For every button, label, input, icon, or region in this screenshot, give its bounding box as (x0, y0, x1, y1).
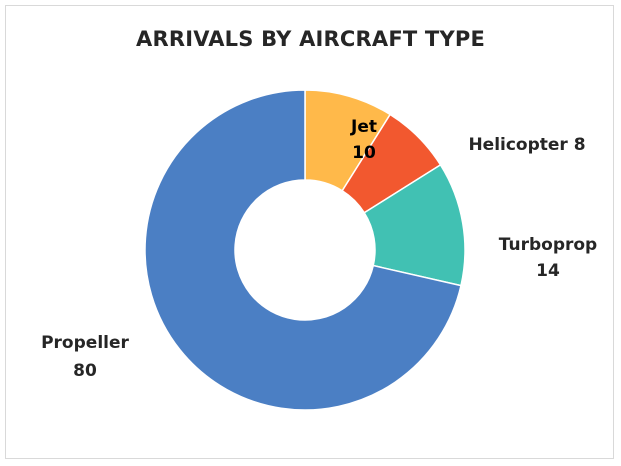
chart-title: ARRIVALS BY AIRCRAFT TYPE (136, 27, 485, 51)
data-label-helicopter: Helicopter 8 (468, 135, 585, 155)
data-labels: Jet 10 Helicopter 8 Turboprop 14 Propeller 80 (41, 117, 597, 381)
data-label-turboprop: Turboprop 14 (499, 235, 597, 281)
donut-slices (144, 89, 466, 411)
slice-propeller (144, 89, 462, 411)
data-label-propeller: Propeller 80 (41, 333, 129, 381)
data-label-jet: Jet 10 (350, 117, 377, 163)
